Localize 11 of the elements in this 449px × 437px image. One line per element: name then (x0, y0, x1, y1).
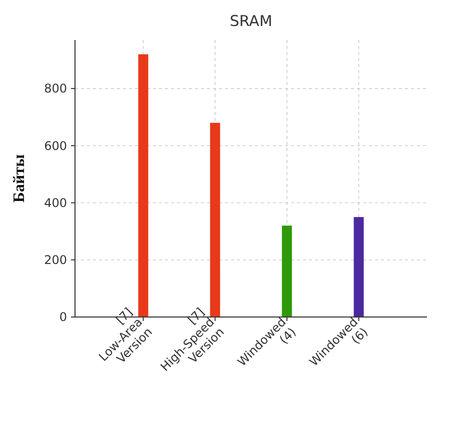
y-tick-label: 0 (59, 310, 67, 324)
y-tick-label: 400 (44, 196, 67, 210)
y-axis-title: Байты (11, 154, 28, 203)
chart-title: SRAM (230, 12, 272, 30)
y-tick-label: 200 (44, 253, 67, 268)
bar (282, 226, 292, 317)
bar (138, 54, 148, 317)
bar (354, 217, 364, 317)
bar (210, 122, 220, 317)
y-tick-label: 600 (44, 138, 67, 153)
y-tick-label: 800 (44, 82, 67, 96)
